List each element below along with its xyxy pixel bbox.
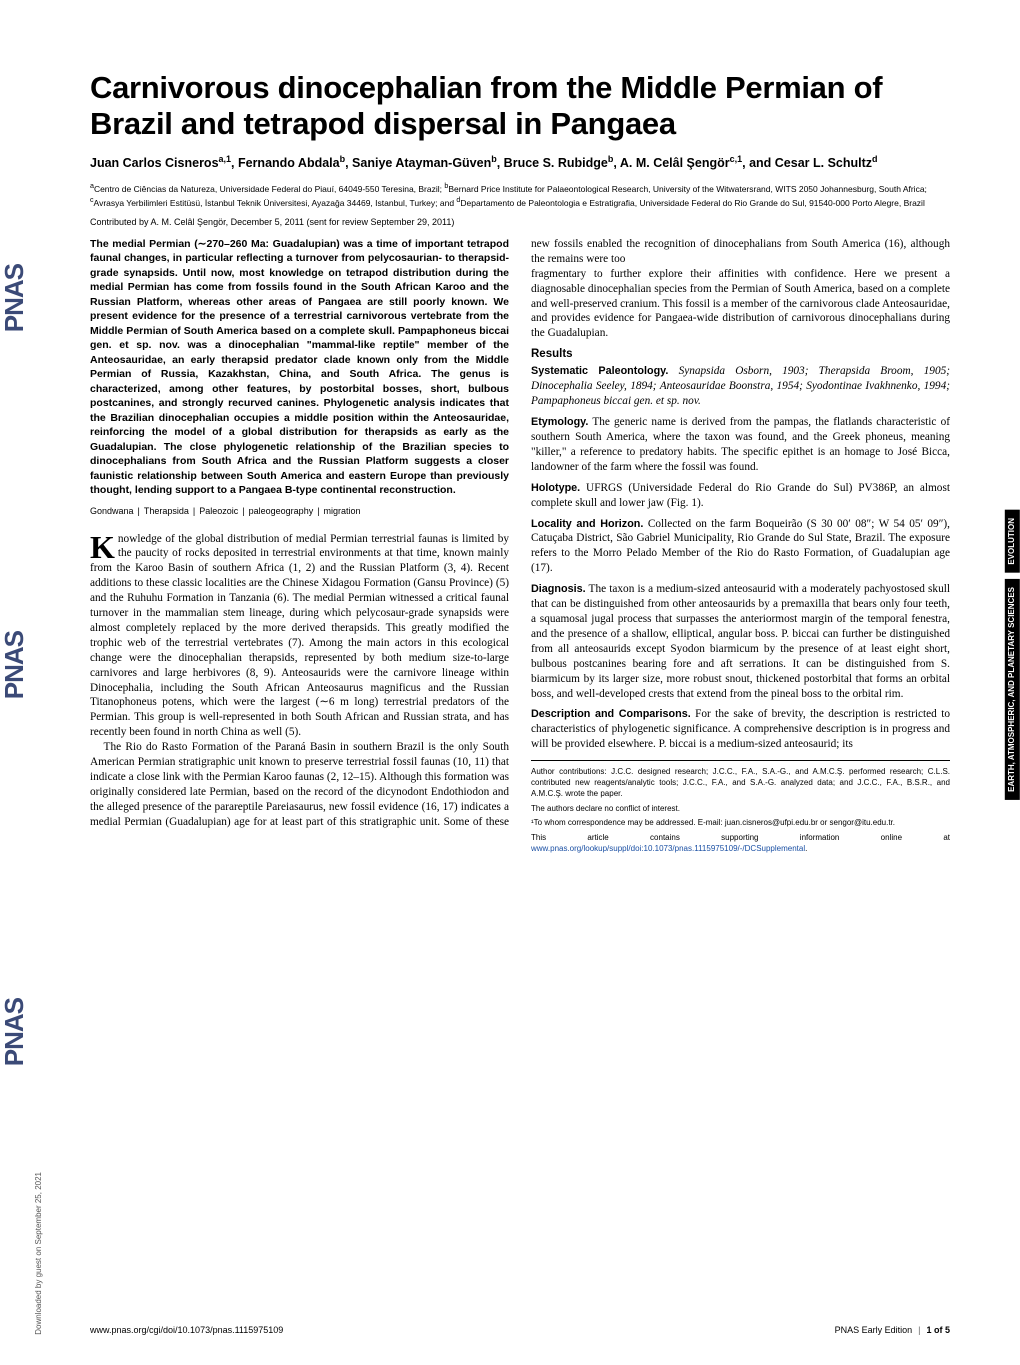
locality-horizon: Locality and Horizon. Collected on the f… xyxy=(531,517,950,577)
paper-page: PNAS PNAS PNAS Downloaded by guest on Se… xyxy=(0,0,1020,1365)
author-list: Juan Carlos Cisnerosa,1, Fernando Abdala… xyxy=(90,153,950,172)
results-heading: Results xyxy=(531,347,950,362)
edition-label: PNAS Early Edition xyxy=(835,1325,913,1335)
abstract: The medial Permian (∼270–260 Ma: Guadalu… xyxy=(90,237,509,498)
contributed-line: Contributed by A. M. Celâl Şengör, Decem… xyxy=(90,217,950,227)
subject-tag-earth: EARTH, ATMOSPHERIC, AND PLANETARY SCIENC… xyxy=(1005,579,1020,800)
conflict-statement: The authors declare no conflict of inter… xyxy=(531,804,950,815)
pnas-brand-strip: PNAS PNAS PNAS xyxy=(0,115,28,1215)
download-note: Downloaded by guest on September 25, 202… xyxy=(34,1172,43,1335)
systematic-paleontology: Systematic Paleontology. Synapsida Osbor… xyxy=(531,364,950,409)
author-contributions: Author contributions: J.C.C. designed re… xyxy=(531,767,950,799)
run-in-label: Description and Comparisons. xyxy=(531,708,691,720)
run-in-label: Holotype. xyxy=(531,482,580,494)
intro-continuation: fragmentary to further explore their aff… xyxy=(531,267,950,342)
pnas-logo-text: PNAS xyxy=(0,631,30,699)
supporting-info: This article contains supporting informa… xyxy=(531,833,950,855)
si-prefix: This article contains supporting informa… xyxy=(531,833,950,842)
keywords: Gondwana|Therapsida|Paleozoic|paleogeogr… xyxy=(90,506,509,518)
pnas-logo-text: PNAS xyxy=(0,998,30,1066)
keyword: Paleozoic xyxy=(199,506,238,516)
subject-tags: EVOLUTION EARTH, ATMOSPHERIC, AND PLANET… xyxy=(1005,510,1020,800)
keyword: migration xyxy=(324,506,361,516)
pnas-logo-text: PNAS xyxy=(0,264,30,332)
footnote-separator xyxy=(531,760,950,761)
article-title: Carnivorous dinocephalian from the Middl… xyxy=(90,70,950,141)
diagnosis: Diagnosis. The taxon is a medium-sized a… xyxy=(531,582,950,701)
page-footer: www.pnas.org/cgi/doi/10.1073/pnas.111597… xyxy=(90,1325,950,1335)
keyword: paleogeography xyxy=(249,506,314,516)
keyword: Therapsida xyxy=(144,506,189,516)
subject-tag-evolution: EVOLUTION xyxy=(1005,510,1020,573)
etymology: Etymology. The generic name is derived f… xyxy=(531,415,950,475)
doi-text: www.pnas.org/cgi/doi/10.1073/pnas.111597… xyxy=(90,1325,283,1335)
holotype: Holotype. UFRGS (Universidade Federal do… xyxy=(531,481,950,511)
page-number: 1 of 5 xyxy=(926,1325,950,1335)
run-in-label: Diagnosis. xyxy=(531,583,586,595)
etymology-text: The generic name is derived from the pam… xyxy=(531,416,950,473)
affiliations: aCentro de Ciências da Natureza, Univers… xyxy=(90,182,950,209)
run-in-label: Locality and Horizon. xyxy=(531,518,643,530)
diagnosis-text: The taxon is a medium-sized anteosaurid … xyxy=(531,583,950,699)
intro-paragraph-1: Knowledge of the global distribution of … xyxy=(90,532,509,741)
run-in-label: Etymology. xyxy=(531,416,588,428)
two-column-body: The medial Permian (∼270–260 Ma: Guadalu… xyxy=(90,237,950,855)
si-suffix: . xyxy=(805,844,807,853)
keyword: Gondwana xyxy=(90,506,134,516)
correspondence: ¹To whom correspondence may be addressed… xyxy=(531,818,950,829)
description-comparisons: Description and Comparisons. For the sak… xyxy=(531,707,950,752)
holotype-text: UFRGS (Universidade Federal do Rio Grand… xyxy=(531,482,950,509)
footnotes-block: Author contributions: J.C.C. designed re… xyxy=(531,760,950,855)
si-link[interactable]: www.pnas.org/lookup/suppl/doi:10.1073/pn… xyxy=(531,844,805,853)
run-in-label: Systematic Paleontology. xyxy=(531,365,668,377)
footer-right: PNAS Early Edition|1 of 5 xyxy=(835,1325,950,1335)
